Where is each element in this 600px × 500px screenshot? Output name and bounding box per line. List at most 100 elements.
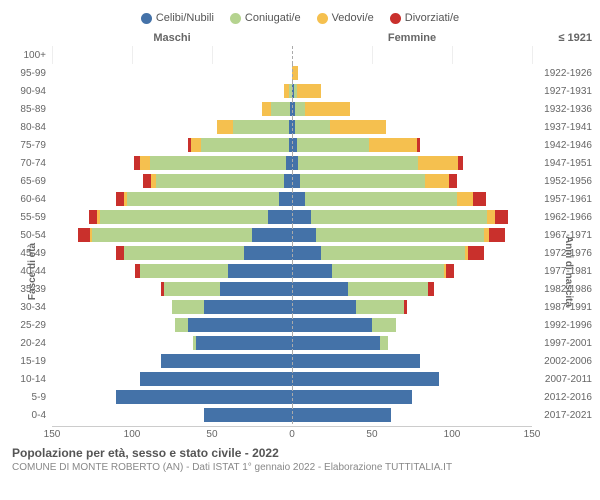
legend-item: Celibi/Nubili [141, 12, 214, 24]
bar-segment [78, 228, 91, 242]
bar-segment [417, 138, 420, 152]
bar-stack [52, 174, 292, 188]
bar-segment [271, 102, 290, 116]
center-axis [292, 172, 293, 190]
bar-segment [369, 138, 417, 152]
bar-segment [295, 120, 330, 134]
bar-segment [292, 264, 332, 278]
age-label: 60-64 [8, 194, 52, 205]
bar-segment [191, 138, 201, 152]
birth-year-label: 1927-1931 [532, 86, 592, 97]
center-axis [292, 136, 293, 154]
pyramid-row: 90-94 1927-1931 [8, 82, 592, 100]
pyramid-row: 75-791942-1946 [8, 136, 592, 154]
female-bar [292, 316, 532, 334]
female-bar [292, 406, 532, 424]
age-label: 90-94 [8, 86, 52, 97]
male-bar [52, 280, 292, 298]
center-axis [292, 406, 293, 424]
bar-segment [252, 228, 292, 242]
pyramid-row: 5-92012-2016 [8, 388, 592, 406]
bars-container [52, 244, 532, 262]
center-axis [292, 370, 293, 388]
x-tick: 50 [366, 429, 377, 440]
bar-segment [204, 300, 292, 314]
bar-stack [292, 156, 532, 170]
bar-segment [300, 174, 425, 188]
bar-segment [298, 156, 418, 170]
pyramid-row: 65-691952-1956 [8, 172, 592, 190]
male-bar [52, 100, 292, 118]
bars-container [52, 118, 532, 136]
legend-label: Vedovi/e [332, 12, 374, 24]
birth-year-label: 1992-1996 [532, 320, 592, 331]
pyramid-row: 60-64 1957-1961 [8, 190, 592, 208]
bar-stack [292, 246, 532, 260]
bar-stack [52, 264, 292, 278]
bar-segment [188, 318, 292, 332]
bars-container [52, 64, 532, 82]
bar-segment [175, 318, 188, 332]
age-label: 50-54 [8, 230, 52, 241]
pyramid-row: 25-291992-1996 [8, 316, 592, 334]
bars-container [52, 370, 532, 388]
bar-stack [292, 102, 532, 116]
bar-stack [52, 138, 292, 152]
bar-segment [330, 120, 386, 134]
y-axis-right-label: Anni di nascita [563, 236, 574, 307]
population-pyramid-chart: Celibi/Nubili Coniugati/e Vedovi/e Divorzia… [0, 0, 600, 500]
bar-segment [380, 336, 388, 350]
male-bar [52, 334, 292, 352]
bar-segment [458, 156, 463, 170]
bar-segment [418, 156, 458, 170]
legend-item: Coniugati/e [230, 12, 301, 24]
bar-segment [127, 192, 279, 206]
pyramid-row: 40-441977-1981 [8, 262, 592, 280]
bar-stack [292, 390, 532, 404]
bar-segment [116, 246, 124, 260]
bar-stack [292, 318, 532, 332]
bar-stack [52, 156, 292, 170]
y-axis-left-label: Fasce di età [27, 243, 38, 300]
birth-year-label: 2007-2011 [532, 374, 592, 385]
male-bar [52, 370, 292, 388]
bars-container [52, 334, 532, 352]
bars-container [52, 208, 532, 226]
center-axis [292, 64, 293, 82]
age-label: 95-99 [8, 68, 52, 79]
column-headers: Maschi Femmine ≤ 1921 [8, 32, 592, 44]
male-bar [52, 226, 292, 244]
legend-swatch [230, 13, 241, 24]
birth-year-label: 1957-1961 [532, 194, 592, 205]
birth-year-label: 1932-1936 [532, 104, 592, 115]
bar-segment [244, 246, 292, 260]
bar-stack [52, 336, 292, 350]
age-label: 85-89 [8, 104, 52, 115]
bar-segment [124, 246, 244, 260]
age-label: 55-59 [8, 212, 52, 223]
bar-segment [292, 336, 380, 350]
female-bar [292, 226, 532, 244]
bar-stack [52, 246, 292, 260]
bar-segment [348, 282, 428, 296]
legend-label: Divorziati/e [405, 12, 459, 24]
bar-segment [297, 84, 321, 98]
birth-year-label: 1997-2001 [532, 338, 592, 349]
birth-year-label: 1942-1946 [532, 140, 592, 151]
male-bar [52, 208, 292, 226]
age-label: 0-4 [8, 410, 52, 421]
bar-segment [204, 408, 292, 422]
bar-segment [292, 300, 356, 314]
bar-stack [52, 318, 292, 332]
bar-segment [295, 102, 305, 116]
header-male: Maschi [52, 32, 292, 44]
female-bar [292, 280, 532, 298]
center-axis [292, 118, 293, 136]
bar-segment [473, 192, 486, 206]
bar-segment [425, 174, 449, 188]
female-bar [292, 172, 532, 190]
bar-stack [52, 210, 292, 224]
bar-segment [356, 300, 404, 314]
center-axis [292, 316, 293, 334]
x-tick: 50 [206, 429, 217, 440]
